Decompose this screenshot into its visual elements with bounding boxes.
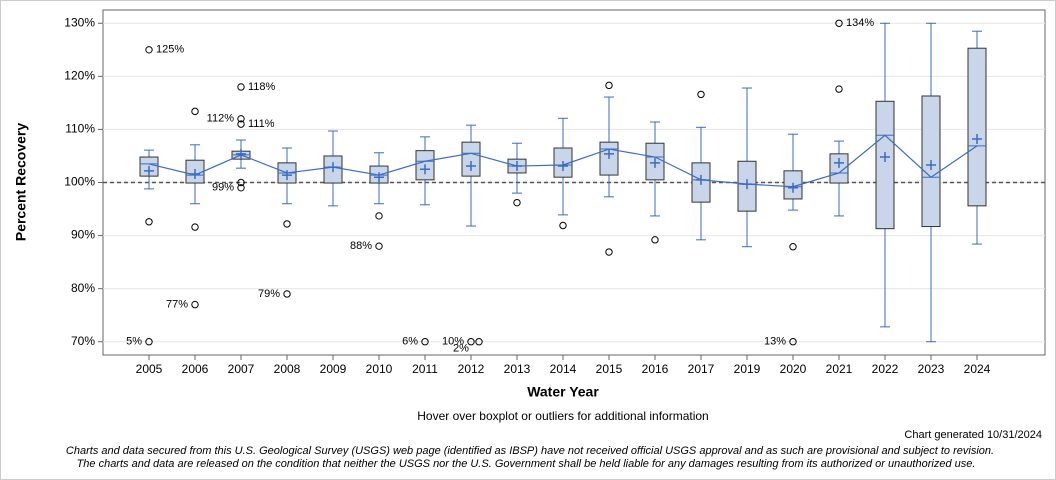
x-tick-label: 2006 (182, 362, 209, 376)
outlier (467, 338, 475, 346)
outlier (605, 81, 613, 90)
outlier-label: 6% (402, 336, 418, 348)
y-tick-label: 90% (71, 228, 95, 242)
box (829, 153, 849, 184)
mean (834, 157, 844, 168)
y-tick-label: 130% (64, 15, 95, 29)
x-tick-label: 2019 (734, 362, 761, 376)
mean (788, 182, 798, 193)
hover-note: Hover over boxplot or outliers for addit… (417, 409, 708, 423)
outlier (191, 300, 199, 309)
x-tick-label: 2010 (366, 362, 393, 376)
y-tick-label: 80% (71, 281, 95, 295)
x-tick-label: 2023 (918, 362, 945, 376)
outlier-label: 10% (442, 336, 464, 348)
outlier (651, 236, 659, 244)
x-tick-label: 2024 (964, 362, 991, 376)
outlier (145, 46, 153, 54)
outlier (697, 90, 705, 99)
mean (236, 148, 246, 159)
outlier-label: 88% (350, 240, 372, 252)
disclaimer: The charts and data are released on the … (77, 458, 976, 470)
y-tick-label: 70% (71, 334, 95, 348)
outlier (605, 248, 613, 256)
outlier-label: 112% (207, 113, 235, 125)
outlier (513, 198, 521, 207)
outlier (475, 338, 483, 346)
outlier-label: 2% (453, 343, 469, 355)
x-tick-label: 2017 (688, 362, 715, 376)
x-tick-label: 2020 (780, 362, 807, 376)
mean (926, 159, 936, 170)
outlier (559, 221, 567, 230)
outlier (283, 220, 291, 228)
outlier (191, 223, 199, 231)
mean (604, 148, 614, 159)
outlier (283, 290, 291, 298)
x-tick-label: 2009 (320, 362, 347, 376)
outlier-label: 118% (248, 81, 276, 93)
disclaimer: Charts and data secured from this U.S. G… (66, 445, 994, 457)
outlier-label: 5% (126, 336, 142, 348)
x-tick-label: 2014 (550, 362, 577, 376)
x-tick-label: 2012 (458, 362, 485, 376)
x-axis-label: Water Year (527, 384, 599, 400)
mean (282, 170, 292, 181)
mean (420, 164, 430, 175)
outlier (421, 338, 429, 346)
box (967, 47, 987, 207)
x-tick-label: 2013 (504, 362, 531, 376)
x-tick-label: 2015 (596, 362, 623, 376)
outlier-label: 79% (258, 288, 280, 300)
outlier (237, 184, 245, 192)
outlier-label: 125% (156, 44, 184, 56)
outlier (789, 338, 797, 346)
outlier (191, 107, 199, 116)
median-line (148, 134, 978, 188)
outlier (835, 85, 843, 93)
x-tick-label: 2008 (274, 362, 301, 376)
y-tick-label: 100% (64, 175, 95, 189)
mean (650, 157, 660, 168)
y-tick-label: 110% (65, 122, 95, 136)
x-tick-label: 2005 (136, 362, 163, 376)
mean (374, 172, 384, 183)
outlier-label: 77% (166, 298, 188, 310)
outlier-label: 134% (846, 17, 874, 29)
mean (558, 161, 568, 172)
outlier (835, 19, 843, 27)
outlier (789, 243, 797, 251)
outlier (237, 178, 245, 187)
x-tick-label: 2022 (872, 362, 899, 376)
x-tick-label: 2016 (642, 362, 669, 376)
y-axis-label: Percent Recovery (13, 123, 29, 242)
outlier-label: 13% (764, 336, 786, 348)
outlier-label: 111% (248, 118, 275, 130)
outlier (375, 242, 383, 250)
outlier (237, 120, 245, 128)
outlier (145, 218, 153, 226)
outlier (237, 83, 245, 91)
mean (144, 165, 154, 176)
y-tick-label: 120% (64, 69, 95, 83)
x-tick-label: 2007 (228, 362, 255, 376)
box (461, 141, 481, 177)
outlier (375, 212, 383, 220)
outlier-label: 99% (212, 182, 234, 194)
outlier (145, 338, 153, 346)
mean (466, 161, 476, 172)
mean (972, 133, 982, 144)
x-tick-label: 2021 (826, 362, 853, 376)
outlier (237, 115, 245, 123)
generated-date: Chart generated 10/31/2024 (904, 429, 1042, 441)
box (875, 100, 895, 230)
mean (880, 152, 890, 163)
x-tick-label: 2011 (412, 362, 438, 376)
